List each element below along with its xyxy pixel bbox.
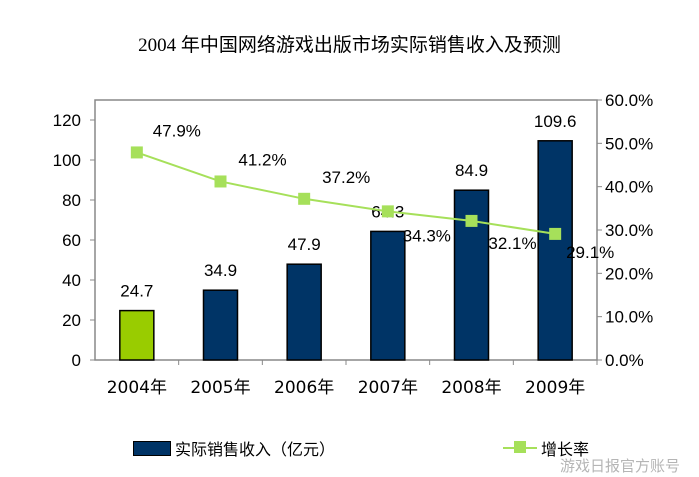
growth-data-label: 29.1% xyxy=(566,243,614,262)
legend-label-revenue: 实际销售收入（亿元） xyxy=(175,440,336,459)
watermark: 游戏日报官方账号 xyxy=(560,457,681,475)
bar-data-label: 47.9 xyxy=(288,235,321,254)
growth-point xyxy=(381,205,394,218)
x-tick-label: 2009年 xyxy=(525,378,585,398)
bar xyxy=(453,189,490,361)
x-tick-label: 2005年 xyxy=(190,378,250,398)
left-tick-label: 100 xyxy=(53,151,81,170)
x-tick-label: 2006年 xyxy=(274,378,334,398)
right-tick-label: 30.0% xyxy=(605,221,653,240)
chart-title: 2004 年中国网络游戏出版市场实际销售收入及预测 xyxy=(138,35,561,56)
growth-point xyxy=(465,214,478,227)
x-tick-label: 2004年 xyxy=(107,378,167,398)
right-tick-label: 60.0% xyxy=(605,91,653,110)
bar-data-label: 34.9 xyxy=(204,261,237,280)
bar xyxy=(119,309,155,361)
right-tick-label: 10.0% xyxy=(605,308,653,327)
growth-data-label: 41.2% xyxy=(238,150,286,169)
growth-data-label: 37.2% xyxy=(322,168,370,187)
left-tick-label: 0 xyxy=(72,351,81,370)
x-tick-label: 2007年 xyxy=(358,378,418,398)
left-tick-label: 80 xyxy=(62,191,81,210)
right-tick-label: 40.0% xyxy=(605,178,653,197)
legend-item-growth: 增长率 xyxy=(503,436,589,460)
growth-data-label: 32.1% xyxy=(488,234,536,253)
bar xyxy=(286,263,322,361)
right-tick-label: 20.0% xyxy=(605,264,653,283)
right-tick-label: 50.0% xyxy=(605,134,653,153)
left-tick-label: 60 xyxy=(62,231,81,250)
growth-point xyxy=(298,192,311,205)
growth-point xyxy=(214,175,227,188)
growth-data-label: 34.3% xyxy=(403,226,451,245)
growth-point xyxy=(549,227,562,240)
left-tick-label: 40 xyxy=(62,271,81,290)
bar-data-label: 84.9 xyxy=(455,161,488,180)
bar xyxy=(202,289,239,361)
legend-swatch-line xyxy=(503,441,537,453)
bar xyxy=(370,230,406,361)
bar xyxy=(537,140,573,361)
legend-label-growth: 增长率 xyxy=(541,440,590,459)
x-tick-label: 2008年 xyxy=(441,378,501,398)
bar-data-label: 24.7 xyxy=(120,282,153,301)
legend-swatch-bar xyxy=(133,440,171,456)
bar-data-label: 109.6 xyxy=(534,112,577,131)
growth-data-label: 47.9% xyxy=(153,121,201,140)
right-tick-label: 0.0% xyxy=(605,351,644,370)
left-tick-label: 20 xyxy=(62,311,81,330)
growth-point xyxy=(130,146,143,159)
growth-line xyxy=(136,151,556,235)
legend-item-revenue: 实际销售收入（亿元） xyxy=(133,436,335,460)
left-tick-label: 120 xyxy=(53,111,81,130)
